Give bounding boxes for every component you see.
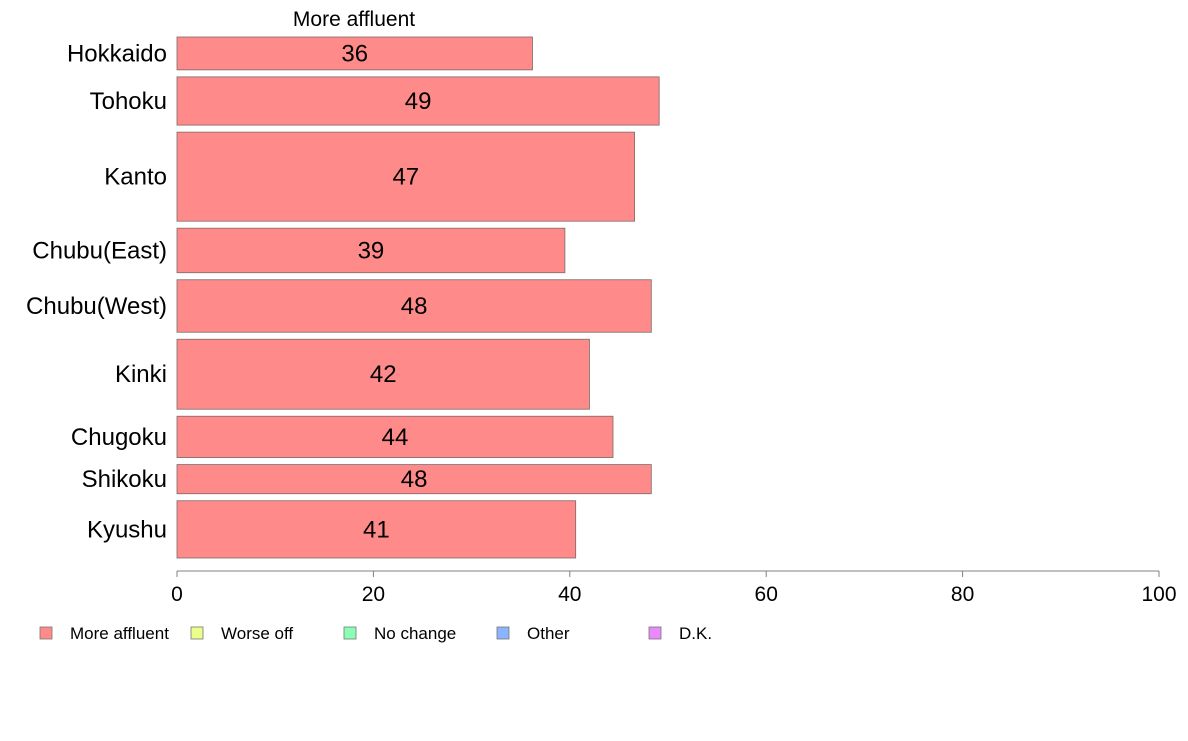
category-label: Chubu(West) — [26, 293, 167, 320]
bar — [176, 500, 577, 559]
category-label: Kinki — [115, 361, 167, 388]
x-tick-label: 80 — [951, 583, 974, 606]
legend-swatch — [496, 626, 510, 640]
legend-label: Other — [527, 624, 570, 643]
bar — [176, 76, 660, 126]
category-label: Hokkaido — [67, 40, 167, 67]
bar-value-label: 47 — [392, 164, 419, 191]
x-tick-label: 20 — [362, 583, 385, 606]
bar-value-label: 39 — [358, 237, 385, 264]
bar — [176, 279, 652, 333]
legend-swatch — [39, 626, 53, 640]
category-label: Kyushu — [87, 516, 167, 543]
bar — [176, 415, 614, 458]
bar — [176, 131, 636, 222]
series-header-label: More affluent — [293, 8, 415, 31]
bar-value-label: 48 — [401, 466, 428, 493]
legend-label: More affluent — [70, 624, 169, 643]
category-label: Chubu(East) — [32, 237, 167, 264]
x-tick-label: 0 — [171, 583, 183, 606]
legend-label: Worse off — [221, 624, 293, 643]
category-label: Kanto — [104, 164, 167, 191]
bar-value-label: 41 — [363, 516, 390, 543]
legend: More affluent Worse off No change Other D.K. — [39, 624, 712, 643]
category-label: Tohoku — [90, 88, 167, 115]
x-tick-label: 100 — [1141, 583, 1176, 606]
legend-swatch — [343, 626, 357, 640]
bars-layer: Hokkaido 36 Tohoku 49 Kanto 47 Chubu(East) 39 Ch… — [26, 36, 660, 559]
category-label: Chugoku — [71, 424, 167, 451]
legend-swatch — [190, 626, 204, 640]
x-tick-label: 60 — [755, 583, 778, 606]
bar — [176, 227, 566, 274]
bar — [176, 36, 533, 71]
bar-value-label: 44 — [382, 424, 409, 451]
bar — [176, 338, 590, 410]
bar-value-label: 49 — [405, 88, 432, 115]
legend-swatch — [648, 626, 662, 640]
category-label: Shikoku — [82, 466, 167, 493]
bar-value-label: 48 — [401, 293, 428, 320]
bar — [176, 464, 652, 495]
legend-label: D.K. — [679, 624, 712, 643]
x-tick-label: 40 — [558, 583, 581, 606]
bar-value-label: 42 — [370, 361, 397, 388]
x-axis: 0 20 40 60 80 100 — [171, 570, 1177, 606]
bar-value-label: 36 — [341, 40, 368, 67]
legend-label: No change — [374, 624, 456, 643]
